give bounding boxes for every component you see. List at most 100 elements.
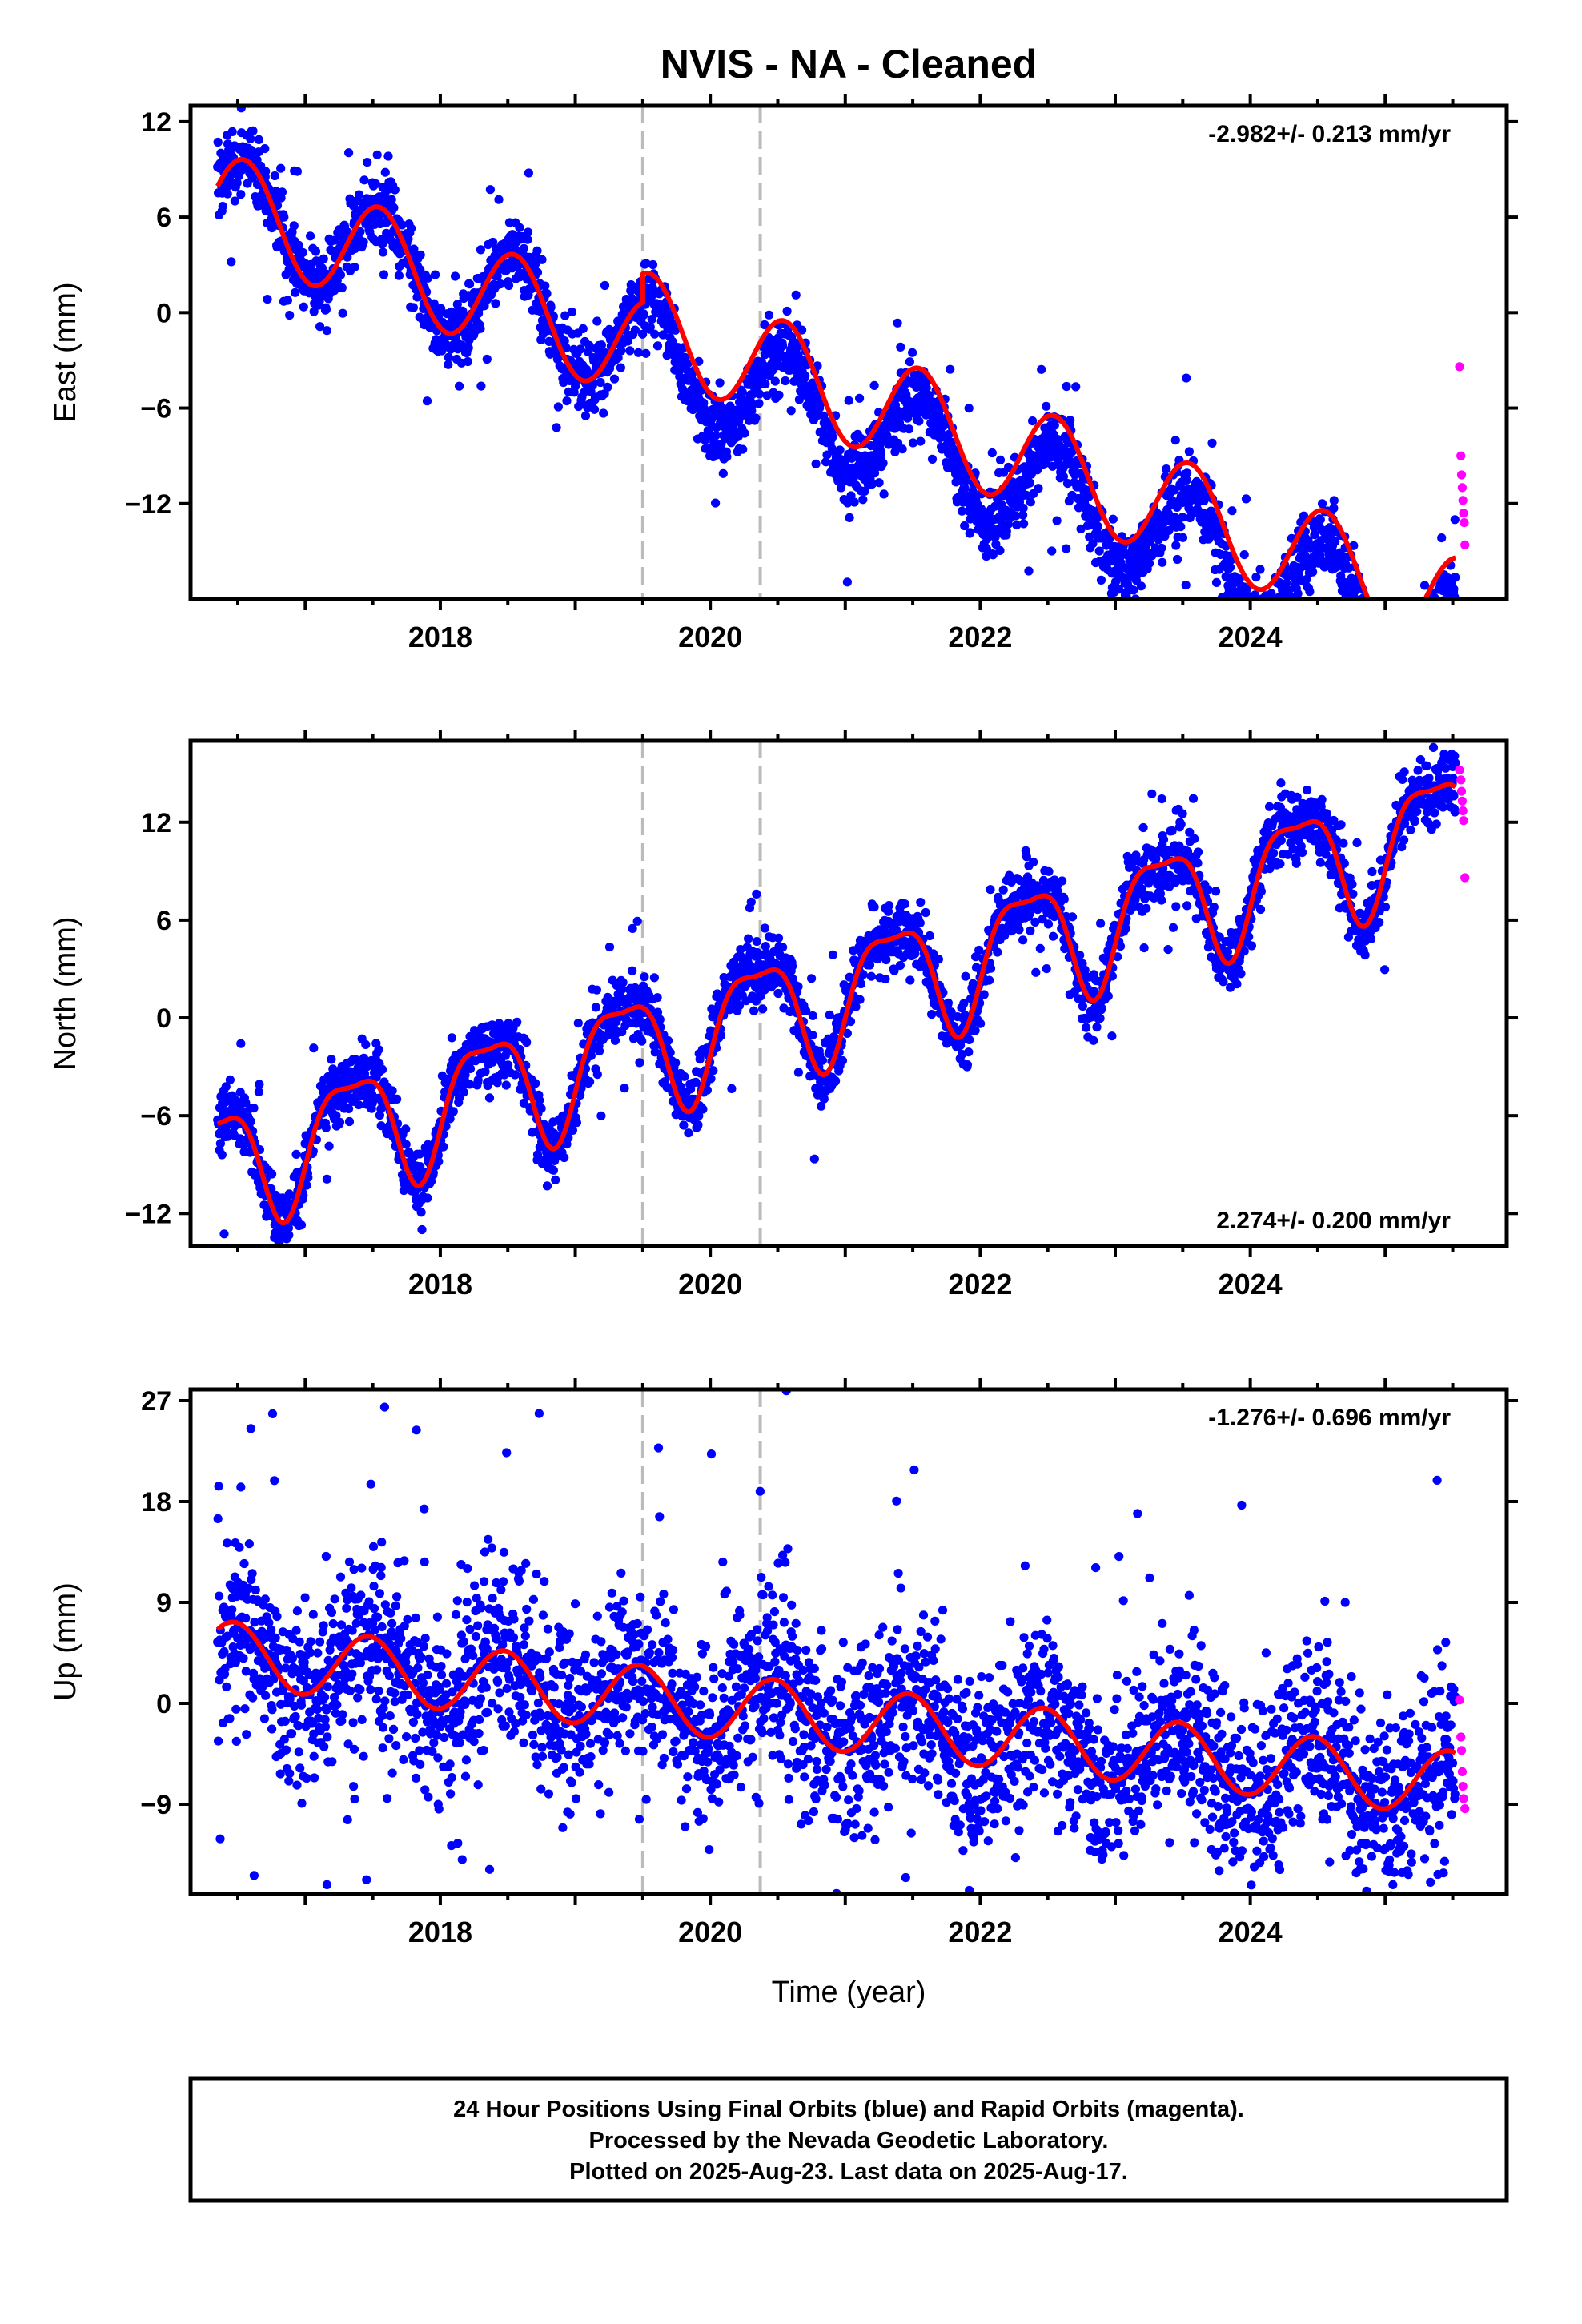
data-point [649,973,660,983]
data-point [964,404,974,413]
data-point [1414,637,1423,646]
data-point [1318,499,1327,509]
rapid-data-point [1460,518,1469,528]
data-point [1450,515,1460,525]
data-point [1426,606,1435,615]
data-point [465,279,475,289]
data-point [255,200,264,211]
data-point [1207,438,1217,448]
data-point [698,1104,708,1114]
data-point [652,1007,663,1017]
data-point [671,325,681,335]
data-point [1373,629,1382,638]
data-point [625,346,635,356]
data-point [590,404,600,414]
data-point [1381,671,1390,680]
data-point [1182,373,1191,383]
data-point [616,346,626,356]
data-point [1357,601,1366,610]
data-point [1428,655,1437,664]
data-point [459,1088,468,1097]
data-point [914,416,924,426]
rapid-data-point [1455,362,1464,372]
data-point [221,1082,231,1092]
data-point [213,137,223,147]
data-point [1052,516,1062,525]
data-point [1379,637,1388,646]
data-point [296,1220,307,1230]
data-point [394,271,404,280]
data-point [807,974,817,983]
data-point [378,247,388,257]
data-point [383,151,393,161]
data-point [1381,649,1390,658]
model-fit-line [215,156,1458,599]
data-point [1182,468,1192,478]
data-point [761,942,770,951]
data-point [663,1035,673,1046]
data-point [1092,513,1102,523]
data-point [406,223,416,233]
data-point [485,185,496,195]
data-point [230,196,239,206]
data-point [322,326,331,336]
data-point [434,1156,444,1166]
data-point [1272,608,1281,617]
data-point [1251,573,1261,582]
data-point [638,329,648,339]
rapid-data-point [1457,483,1467,493]
data-point [299,1191,308,1200]
data-point [855,393,865,403]
data-point [773,988,783,999]
data-point [1297,654,1306,663]
data-point [1274,610,1283,619]
data-point [1114,585,1124,594]
data-point [738,444,748,454]
data-point [1412,645,1421,653]
data-point [1387,653,1396,661]
data-point [1427,608,1435,617]
data-point [788,961,797,971]
data-point [1238,611,1247,620]
data-point [1345,605,1354,614]
data-point [1413,645,1422,653]
data-point [741,996,751,1006]
data-point [1373,649,1382,657]
data-point [1067,447,1078,456]
data-point [1419,625,1428,634]
data-point [1062,479,1073,489]
data-point [648,291,657,300]
data-point [532,267,543,277]
data-point [321,1123,331,1132]
data-point [496,279,505,289]
data-point [782,306,792,316]
data-point [1258,603,1267,612]
data-point [616,363,626,372]
data-point [744,934,753,943]
data-point [764,310,774,320]
data-point [263,295,272,304]
data-point [960,484,970,493]
data-point [335,1117,345,1127]
data-point [596,377,605,388]
data-point [1264,612,1273,621]
data-point [665,1047,675,1057]
data-point [761,379,770,389]
data-point [363,158,372,167]
data-point [359,1069,370,1079]
data-point [905,975,915,985]
data-point [1360,614,1369,623]
data-point [793,1068,804,1077]
data-point [869,380,879,390]
data-point [1377,669,1386,677]
data-point [1259,601,1267,609]
data-point [1443,601,1452,610]
data-point [632,916,642,926]
data-point [808,1031,817,1040]
data-point [1004,462,1014,472]
data-point [916,436,926,446]
data-point [1058,472,1068,481]
data-point [488,237,498,247]
data-point [1443,627,1452,636]
data-point [1145,537,1155,547]
